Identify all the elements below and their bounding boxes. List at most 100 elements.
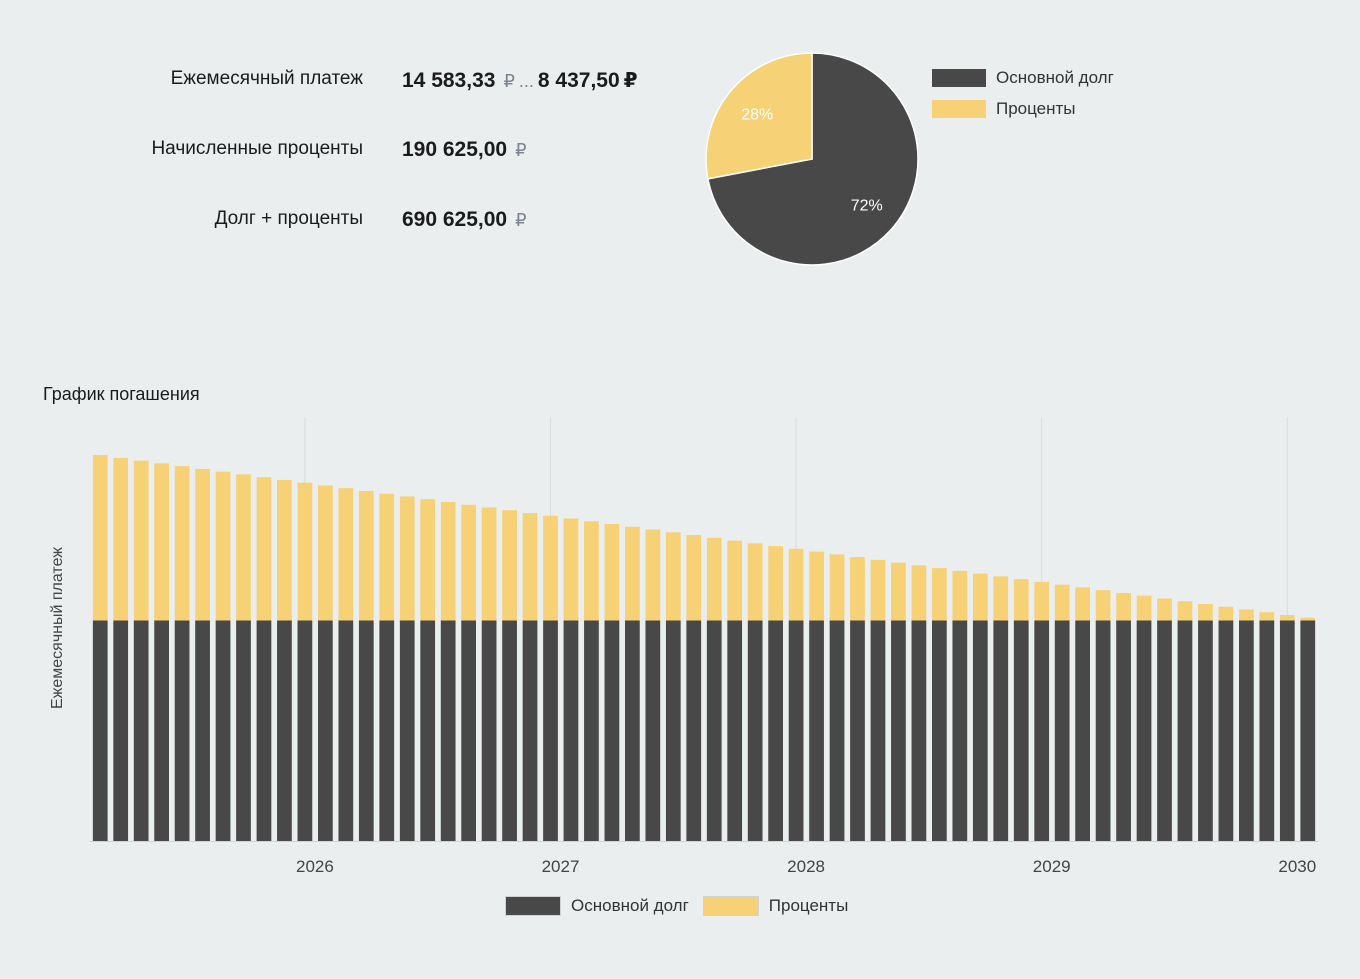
bar-interest[interactable] xyxy=(706,537,722,621)
bar-interest[interactable] xyxy=(1054,584,1070,621)
bar-interest[interactable] xyxy=(829,554,845,621)
bar-interest[interactable] xyxy=(870,559,886,621)
bar-principal[interactable] xyxy=(399,620,415,842)
bar-principal[interactable] xyxy=(1279,620,1295,842)
bar-interest[interactable] xyxy=(174,466,190,621)
bar-interest[interactable] xyxy=(1279,614,1295,621)
bar-interest[interactable] xyxy=(850,557,865,621)
bar-interest[interactable] xyxy=(236,474,251,621)
bar-principal[interactable] xyxy=(113,620,129,842)
bar-principal[interactable] xyxy=(768,620,784,842)
bar-interest[interactable] xyxy=(461,504,477,621)
bar-interest[interactable] xyxy=(256,477,272,621)
bar-interest[interactable] xyxy=(1095,590,1111,621)
bar-interest[interactable] xyxy=(379,493,395,621)
bar-principal[interactable] xyxy=(317,620,333,842)
bar-interest[interactable] xyxy=(1300,617,1316,621)
bar-principal[interactable] xyxy=(809,620,824,842)
bar-interest[interactable] xyxy=(1157,598,1172,621)
bar-principal[interactable] xyxy=(440,620,456,842)
bar-principal[interactable] xyxy=(1238,620,1254,842)
bar-principal[interactable] xyxy=(686,620,702,842)
bar-interest[interactable] xyxy=(665,532,681,621)
bar-principal[interactable] xyxy=(1136,620,1152,842)
bar-interest[interactable] xyxy=(358,490,374,621)
bar-principal[interactable] xyxy=(1218,620,1234,842)
bar-principal[interactable] xyxy=(256,620,272,842)
bar-interest[interactable] xyxy=(1238,609,1254,621)
bar-interest[interactable] xyxy=(931,568,947,621)
bar-interest[interactable] xyxy=(338,488,354,621)
bar-interest[interactable] xyxy=(1013,579,1029,621)
bar-interest[interactable] xyxy=(768,546,784,621)
bar-interest[interactable] xyxy=(1259,612,1275,621)
bar-principal[interactable] xyxy=(624,620,640,842)
bar-principal[interactable] xyxy=(236,620,251,842)
bar-interest[interactable] xyxy=(195,468,210,621)
bar-principal[interactable] xyxy=(215,620,231,842)
bar-principal[interactable] xyxy=(1075,620,1091,842)
bar-interest[interactable] xyxy=(1218,606,1234,621)
bar-interest[interactable] xyxy=(584,521,599,621)
bar-interest[interactable] xyxy=(624,526,640,621)
bar-principal[interactable] xyxy=(931,620,947,842)
bar-interest[interactable] xyxy=(686,535,702,621)
bar-principal[interactable] xyxy=(1116,620,1131,842)
bar-principal[interactable] xyxy=(891,620,906,842)
bar-principal[interactable] xyxy=(747,620,763,842)
bar-principal[interactable] xyxy=(338,620,354,842)
bar-principal[interactable] xyxy=(358,620,374,842)
bar-principal[interactable] xyxy=(829,620,845,842)
bar-principal[interactable] xyxy=(92,620,108,842)
bar-principal[interactable] xyxy=(481,620,497,842)
legend-label-principal[interactable]: Основной долг xyxy=(571,896,689,915)
pie-legend-item-interest[interactable]: Проценты xyxy=(932,93,1114,124)
bar-interest[interactable] xyxy=(420,499,436,621)
legend-label-interest[interactable]: Проценты xyxy=(768,896,849,915)
bar-principal[interactable] xyxy=(1300,620,1316,842)
bar-interest[interactable] xyxy=(788,548,804,621)
bar-interest[interactable] xyxy=(1177,601,1193,621)
bar-interest[interactable] xyxy=(645,529,661,621)
bar-principal[interactable] xyxy=(277,620,292,842)
bar-interest[interactable] xyxy=(1198,603,1213,621)
bar-principal[interactable] xyxy=(522,620,538,842)
bar-interest[interactable] xyxy=(113,457,129,621)
bar-interest[interactable] xyxy=(543,515,558,621)
bar-principal[interactable] xyxy=(645,620,661,842)
bar-principal[interactable] xyxy=(706,620,722,842)
bar-principal[interactable] xyxy=(1095,620,1111,842)
bar-principal[interactable] xyxy=(420,620,436,842)
bar-interest[interactable] xyxy=(604,524,620,621)
bar-principal[interactable] xyxy=(1259,620,1275,842)
bar-interest[interactable] xyxy=(154,463,170,621)
bar-interest[interactable] xyxy=(317,485,333,621)
pie-slice-principal[interactable] xyxy=(706,52,919,266)
bar-interest[interactable] xyxy=(440,501,456,621)
bar-principal[interactable] xyxy=(133,620,149,842)
bar-principal[interactable] xyxy=(952,620,968,842)
bar-interest[interactable] xyxy=(92,455,108,621)
bar-principal[interactable] xyxy=(1054,620,1070,842)
bar-interest[interactable] xyxy=(727,540,743,621)
bar-interest[interactable] xyxy=(522,513,538,621)
bar-principal[interactable] xyxy=(195,620,210,842)
bar-principal[interactable] xyxy=(1013,620,1029,842)
bar-interest[interactable] xyxy=(972,573,988,621)
bar-principal[interactable] xyxy=(993,620,1009,842)
bar-interest[interactable] xyxy=(1075,587,1091,621)
bar-principal[interactable] xyxy=(563,620,579,842)
bar-principal[interactable] xyxy=(972,620,988,842)
bar-interest[interactable] xyxy=(502,510,517,621)
pie-legend-item-principal[interactable]: Основной долг xyxy=(932,62,1114,93)
bar-principal[interactable] xyxy=(850,620,865,842)
bar-interest[interactable] xyxy=(1136,595,1152,621)
bar-interest[interactable] xyxy=(993,576,1009,621)
bar-principal[interactable] xyxy=(461,620,477,842)
bar-interest[interactable] xyxy=(1116,592,1131,621)
bar-principal[interactable] xyxy=(665,620,681,842)
bar-principal[interactable] xyxy=(788,620,804,842)
bar-interest[interactable] xyxy=(399,496,415,621)
bar-principal[interactable] xyxy=(174,620,190,842)
bar-interest[interactable] xyxy=(481,507,497,621)
